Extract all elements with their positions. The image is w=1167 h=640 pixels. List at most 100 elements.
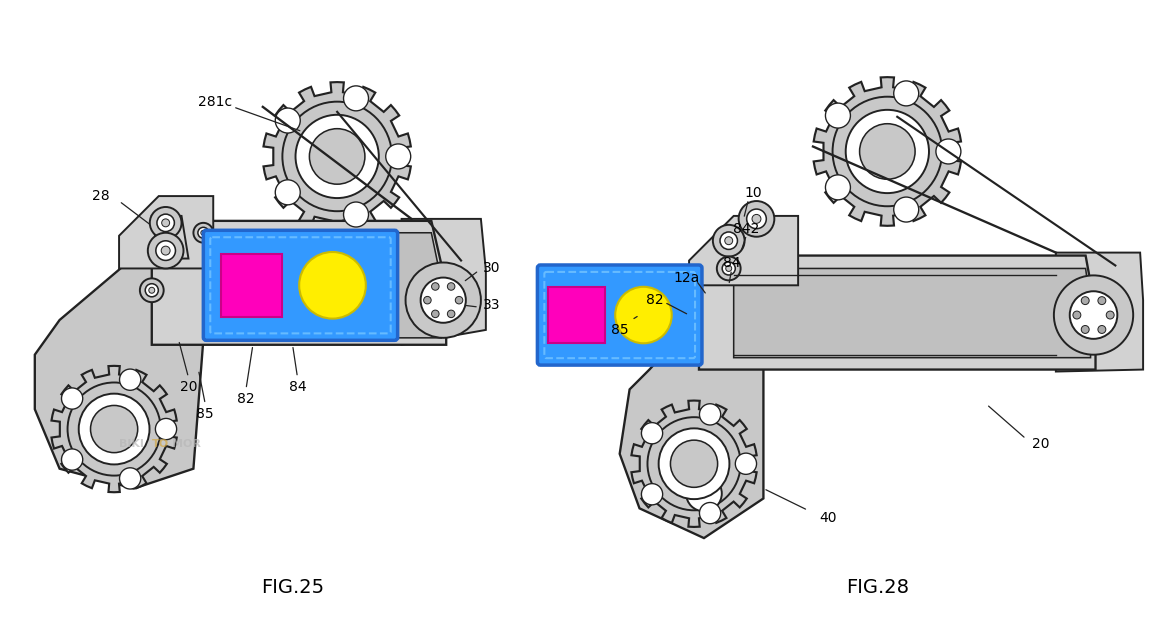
Circle shape: [145, 284, 159, 297]
Text: 82: 82: [237, 392, 254, 406]
Circle shape: [62, 388, 83, 409]
Text: MOR: MOR: [172, 439, 201, 449]
Circle shape: [343, 86, 369, 111]
Polygon shape: [264, 82, 411, 231]
Text: 85: 85: [610, 323, 629, 337]
FancyBboxPatch shape: [203, 230, 398, 340]
Circle shape: [149, 287, 155, 293]
Text: 33: 33: [483, 298, 501, 312]
Circle shape: [299, 252, 365, 319]
Circle shape: [420, 278, 466, 323]
Circle shape: [156, 241, 175, 260]
Text: FIG.25: FIG.25: [261, 578, 324, 597]
Circle shape: [642, 422, 663, 444]
Circle shape: [713, 225, 745, 257]
Circle shape: [156, 214, 174, 232]
Circle shape: [832, 97, 942, 206]
Circle shape: [282, 102, 392, 211]
Circle shape: [725, 237, 733, 244]
Text: 20: 20: [180, 380, 197, 394]
Circle shape: [62, 449, 83, 470]
Circle shape: [455, 296, 463, 304]
Polygon shape: [152, 221, 446, 345]
Polygon shape: [203, 233, 441, 338]
Text: 28: 28: [92, 189, 110, 203]
Circle shape: [658, 428, 729, 499]
Circle shape: [642, 484, 663, 505]
Circle shape: [194, 223, 214, 243]
Circle shape: [722, 262, 735, 275]
Text: 84: 84: [288, 380, 306, 394]
Polygon shape: [620, 310, 763, 538]
Polygon shape: [813, 77, 960, 226]
Circle shape: [648, 417, 741, 510]
Circle shape: [447, 283, 455, 290]
Circle shape: [432, 310, 439, 317]
Circle shape: [91, 406, 138, 452]
Polygon shape: [152, 216, 188, 259]
Circle shape: [720, 232, 738, 250]
Bar: [222, 254, 281, 317]
Polygon shape: [631, 401, 756, 527]
Text: TO: TO: [152, 439, 169, 449]
Circle shape: [686, 476, 721, 511]
Circle shape: [1070, 291, 1117, 339]
Circle shape: [155, 419, 176, 440]
Polygon shape: [401, 219, 485, 345]
Polygon shape: [1056, 253, 1144, 372]
Polygon shape: [119, 196, 214, 268]
Circle shape: [432, 283, 439, 290]
Circle shape: [343, 202, 369, 227]
Circle shape: [119, 468, 141, 489]
Polygon shape: [51, 366, 176, 492]
Circle shape: [119, 369, 141, 390]
Text: 281c: 281c: [198, 95, 232, 109]
Text: 40: 40: [819, 511, 837, 525]
Circle shape: [162, 219, 169, 227]
Circle shape: [78, 394, 149, 465]
Circle shape: [1072, 311, 1081, 319]
Text: 12a: 12a: [673, 271, 699, 285]
Circle shape: [386, 144, 411, 169]
Circle shape: [140, 278, 163, 302]
Text: FIG.28: FIG.28: [846, 578, 909, 597]
Circle shape: [1054, 275, 1133, 355]
Polygon shape: [35, 266, 203, 488]
Circle shape: [198, 227, 209, 238]
Circle shape: [894, 197, 918, 222]
Polygon shape: [699, 255, 1096, 369]
Text: 842: 842: [733, 222, 760, 236]
Circle shape: [846, 110, 929, 193]
Circle shape: [149, 207, 182, 239]
Circle shape: [406, 262, 481, 338]
Circle shape: [717, 257, 741, 280]
Circle shape: [424, 296, 431, 304]
Circle shape: [894, 81, 918, 106]
Text: 82: 82: [645, 293, 663, 307]
Circle shape: [275, 108, 300, 133]
Circle shape: [670, 440, 718, 487]
Circle shape: [1098, 297, 1106, 305]
Circle shape: [936, 139, 960, 164]
Circle shape: [699, 404, 721, 425]
Circle shape: [825, 103, 851, 128]
Circle shape: [735, 453, 756, 474]
Circle shape: [1098, 326, 1106, 333]
Circle shape: [201, 230, 205, 236]
Circle shape: [1106, 311, 1114, 319]
Text: 10: 10: [745, 186, 762, 200]
Circle shape: [699, 502, 721, 524]
Circle shape: [752, 214, 761, 223]
Circle shape: [275, 180, 300, 205]
Circle shape: [739, 201, 775, 237]
Circle shape: [148, 233, 183, 268]
Text: BIKI: BIKI: [119, 439, 144, 449]
Circle shape: [447, 310, 455, 317]
Polygon shape: [734, 268, 1090, 358]
Circle shape: [1082, 297, 1089, 305]
Text: 20: 20: [1033, 437, 1050, 451]
Circle shape: [295, 115, 379, 198]
Circle shape: [615, 287, 672, 343]
Circle shape: [747, 209, 767, 228]
FancyBboxPatch shape: [538, 265, 703, 365]
